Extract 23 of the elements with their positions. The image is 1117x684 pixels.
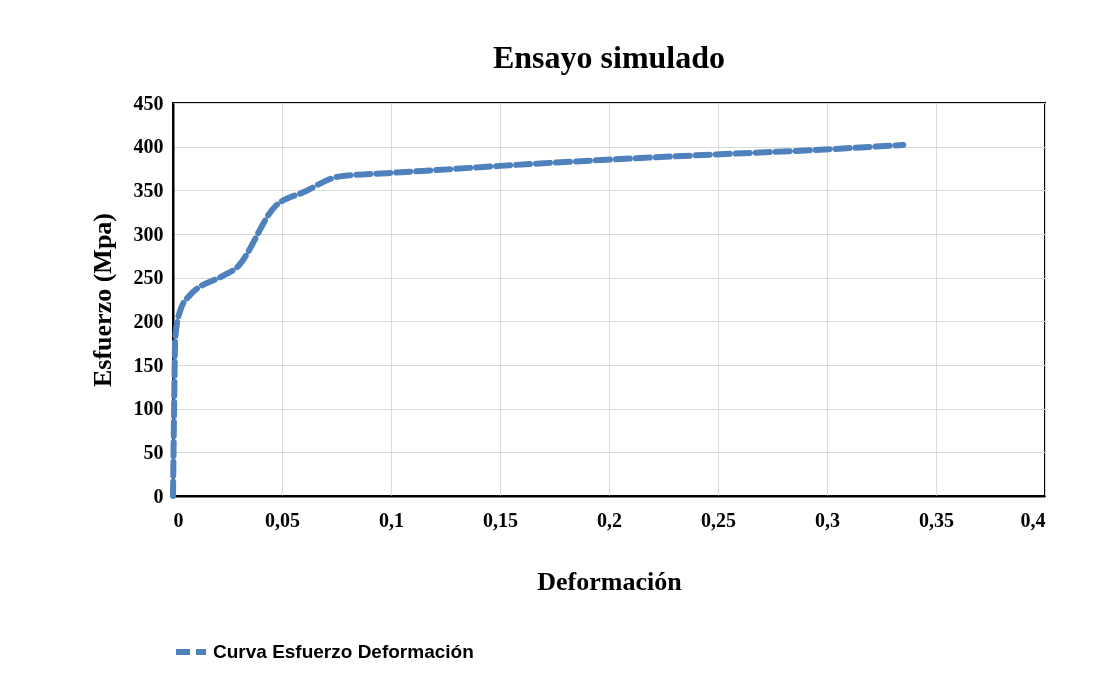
x-tick-label: 0,1 (379, 508, 404, 531)
y-tick-label: 350 (133, 178, 164, 201)
x-tick-label: 0,35 (919, 508, 954, 531)
x-axis-title: Deformación (537, 566, 683, 596)
x-tick-label: 0,4 (1020, 508, 1046, 531)
x-tick-label: 0 (173, 508, 184, 531)
x-tick-label: 0,2 (597, 508, 622, 531)
x-tick-label: 0,05 (265, 508, 300, 531)
x-tick-label: 0,25 (701, 508, 736, 531)
y-tick-label: 400 (133, 135, 164, 158)
y-tick-label: 450 (133, 91, 164, 114)
y-tick-label: 0 (153, 484, 164, 507)
y-tick-label: 50 (143, 440, 164, 463)
chart-title: Ensayo simulado (492, 39, 726, 75)
y-axis-title: Esfuerzo (Mpa) (87, 212, 117, 388)
y-tick-label: 200 (133, 309, 164, 332)
legend-label: Curva Esfuerzo Deformación (213, 641, 474, 662)
y-tick-label: 300 (133, 222, 164, 245)
x-tick-label: 0,15 (483, 508, 518, 531)
y-tick-label: 150 (133, 353, 164, 376)
y-tick-label: 100 (133, 397, 164, 420)
y-tick-label: 250 (133, 266, 164, 289)
x-tick-label: 0,3 (815, 508, 840, 531)
